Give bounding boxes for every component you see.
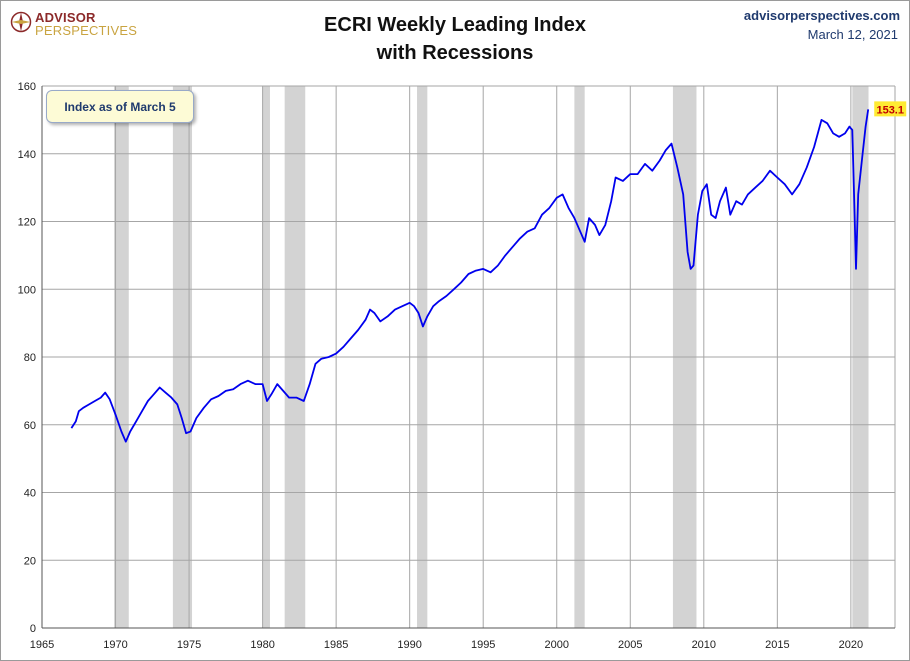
x-tick-label-2005: 2005 (618, 639, 642, 651)
y-tick-label-160: 160 (18, 81, 36, 93)
x-tick-label-1970: 1970 (103, 639, 127, 651)
compass-icon (10, 11, 32, 33)
y-tick-labels: 0 20 40 60 80 100 120 140 160 (18, 81, 36, 635)
y-tick-label-120: 120 (18, 217, 36, 229)
y-tick-label-0: 0 (30, 623, 36, 635)
gridlines (41, 85, 896, 629)
source-site: advisorperspectives.com (743, 8, 900, 23)
x-tick-labels: 1965 1970 1975 1980 1985 1990 1995 2000 2005 2010… (30, 639, 863, 651)
logo-text-advisor: ADVISOR (35, 10, 96, 25)
chart-title-line2: with Recessions (376, 42, 534, 64)
series-layer (70, 109, 870, 443)
last-value-label-group: 153.1 (874, 101, 907, 117)
y-tick-label-20: 20 (24, 555, 36, 567)
x-tick-label-2015: 2015 (765, 639, 789, 651)
x-tick-label-2000: 2000 (544, 639, 568, 651)
logo-text-perspectives: PERSPECTIVES (35, 23, 138, 38)
x-tick-label-2010: 2010 (692, 639, 716, 651)
y-tick-label-80: 80 (24, 352, 36, 364)
x-tick-label-2020: 2020 (839, 639, 863, 651)
y-tick-label-100: 100 (18, 284, 36, 296)
index-date-annotation: Index as of March 5 (46, 90, 194, 123)
y-tick-label-60: 60 (24, 420, 36, 432)
x-tick-label-1975: 1975 (177, 639, 201, 651)
annotation-label: Index as of March 5 (64, 99, 176, 114)
y-tick-label-40: 40 (24, 488, 36, 500)
publish-date: March 12, 2021 (807, 27, 898, 42)
x-tick-label-1990: 1990 (397, 639, 421, 651)
last-value-label: 153.1 (876, 104, 904, 116)
series-line-0 (70, 109, 870, 443)
x-tick-label-1995: 1995 (471, 639, 495, 651)
x-tick-label-1980: 1980 (250, 639, 274, 651)
x-tick-label-1985: 1985 (324, 639, 348, 651)
x-tick-label-1965: 1965 (30, 639, 54, 651)
last-value-badge (874, 101, 907, 117)
axes (41, 86, 895, 629)
chart-title-line1: ECRI Weekly Leading Index (324, 14, 586, 36)
y-tick-label-140: 140 (18, 149, 36, 161)
